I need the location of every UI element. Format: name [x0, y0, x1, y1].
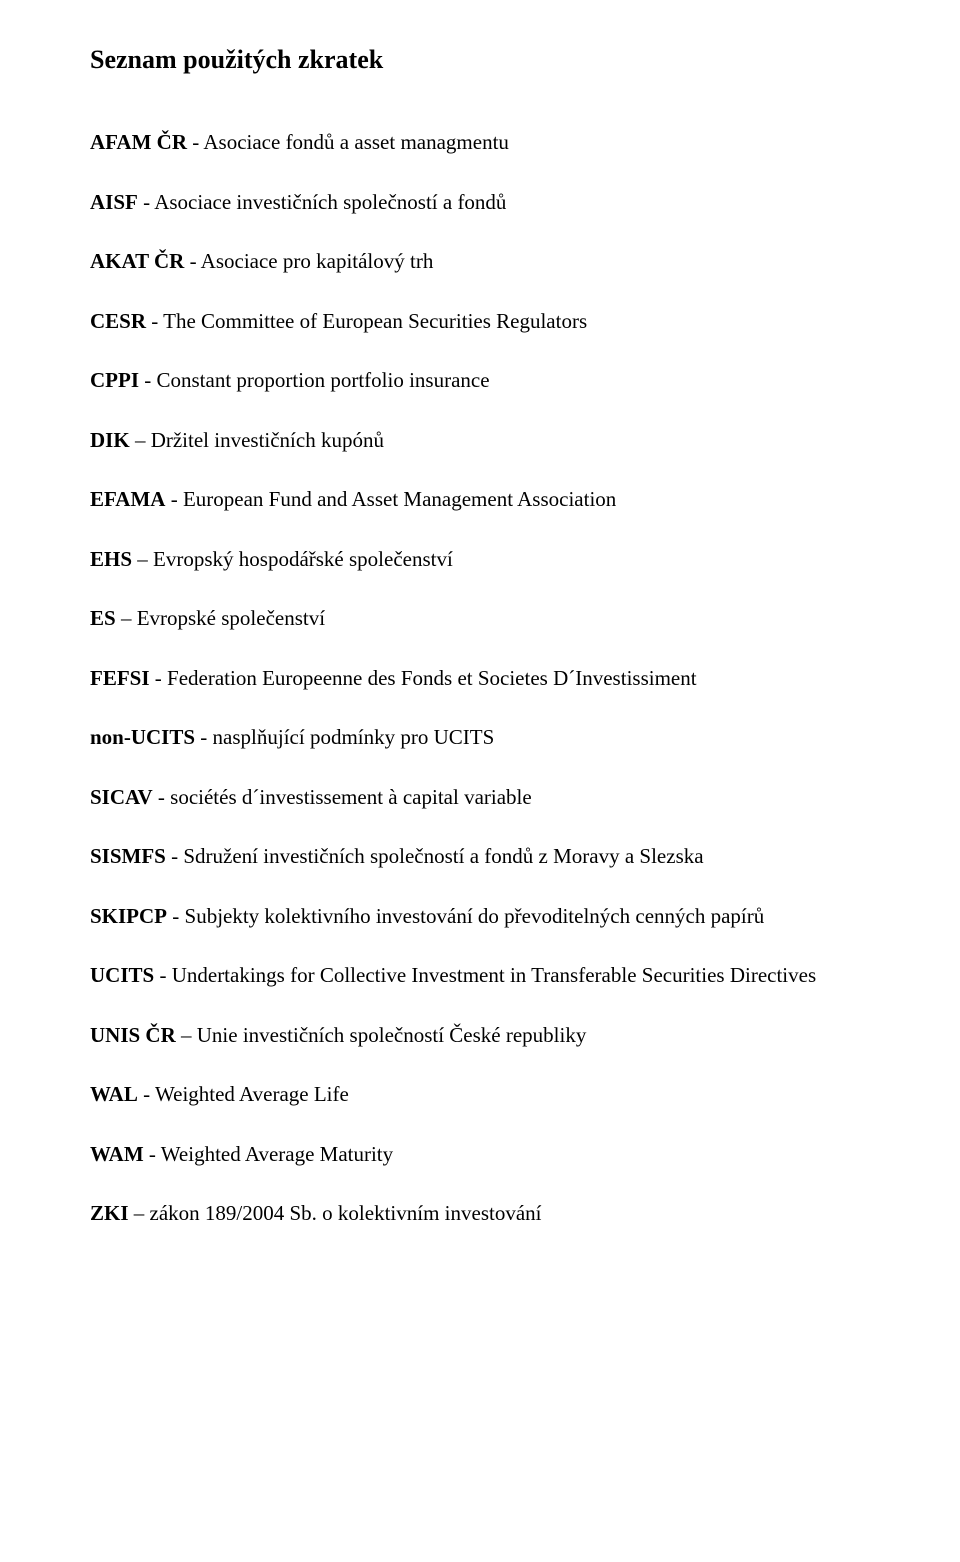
abbr-entry: UNIS ČR – Unie investičních společností … — [90, 1020, 870, 1052]
abbr-sep: - — [187, 130, 203, 154]
abbr-term: UCITS — [90, 963, 154, 987]
abbr-term: CESR — [90, 309, 146, 333]
abbr-term: WAM — [90, 1142, 144, 1166]
abbr-term: EFAMA — [90, 487, 165, 511]
abbr-desc: Evropské společenství — [137, 606, 325, 630]
abbr-desc: Federation Europeenne des Fonds et Socie… — [167, 666, 697, 690]
abbr-term: DIK — [90, 428, 130, 452]
abbr-entry: ZKI – zákon 189/2004 Sb. o kolektivním i… — [90, 1198, 870, 1230]
abbr-entry: WAM - Weighted Average Maturity — [90, 1139, 870, 1171]
abbr-term: AFAM ČR — [90, 130, 187, 154]
abbr-desc: Constant proportion portfolio insurance — [157, 368, 490, 392]
abbr-sep: - — [139, 368, 157, 392]
abbr-entry: AISF - Asociace investičních společností… — [90, 187, 870, 219]
page-title: Seznam použitých zkratek — [90, 40, 870, 79]
abbr-sep: - — [146, 309, 163, 333]
abbr-desc: Weighted Average Maturity — [161, 1142, 393, 1166]
abbr-entry: non-UCITS - nasplňující podmínky pro UCI… — [90, 722, 870, 754]
abbr-term: SICAV — [90, 785, 153, 809]
abbr-desc: Asociace investičních společností a fond… — [154, 190, 506, 214]
abbr-term: CPPI — [90, 368, 139, 392]
abbr-sep: - — [154, 963, 172, 987]
abbr-desc: Sdružení investičních společností a fond… — [183, 844, 703, 868]
document-page: Seznam použitých zkratek AFAM ČR - Asoci… — [0, 0, 960, 1562]
abbr-sep: - — [144, 1142, 161, 1166]
abbr-sep: - — [150, 666, 168, 690]
abbr-entry: SISMFS - Sdružení investičních společnos… — [90, 841, 870, 873]
abbr-sep: - — [166, 844, 184, 868]
abbr-term: ES — [90, 606, 116, 630]
abbr-desc: Subjekty kolektivního investování do pře… — [185, 904, 765, 928]
abbr-term: ZKI — [90, 1201, 129, 1225]
abbr-desc: European Fund and Asset Management Assoc… — [183, 487, 616, 511]
abbr-entry: FEFSI - Federation Europeenne des Fonds … — [90, 663, 870, 695]
abbr-desc: Asociace pro kapitálový trh — [201, 249, 434, 273]
abbr-sep: – — [116, 606, 137, 630]
abbr-sep: – — [132, 547, 153, 571]
abbr-desc: nasplňující podmínky pro UCITS — [213, 725, 495, 749]
abbr-entry: EHS – Evropský hospodářské společenství — [90, 544, 870, 576]
abbr-desc: The Committee of European Securities Reg… — [163, 309, 587, 333]
abbr-entry: EFAMA - European Fund and Asset Manageme… — [90, 484, 870, 516]
abbr-term: AISF — [90, 190, 138, 214]
abbr-desc: zákon 189/2004 Sb. o kolektivním investo… — [150, 1201, 542, 1225]
abbr-entry: AFAM ČR - Asociace fondů a asset managme… — [90, 127, 870, 159]
abbr-sep: - — [153, 785, 171, 809]
abbr-entry: SKIPCP - Subjekty kolektivního investová… — [90, 901, 870, 933]
abbr-desc: Undertakings for Collective Investment i… — [172, 963, 816, 987]
abbr-sep: - — [138, 1082, 155, 1106]
abbr-entry: WAL - Weighted Average Life — [90, 1079, 870, 1111]
abbr-desc: Asociace fondů a asset managmentu — [203, 130, 509, 154]
abbr-entry: SICAV - sociétés d´investissement à capi… — [90, 782, 870, 814]
abbr-desc: sociétés d´investissement à capital vari… — [170, 785, 532, 809]
abbr-entry: AKAT ČR - Asociace pro kapitálový trh — [90, 246, 870, 278]
abbr-desc: Weighted Average Life — [155, 1082, 349, 1106]
abbr-entry: UCITS - Undertakings for Collective Inve… — [90, 960, 870, 992]
abbr-sep: - — [167, 904, 185, 928]
abbr-sep: - — [165, 487, 183, 511]
abbr-term: UNIS ČR — [90, 1023, 176, 1047]
abbr-entry: CPPI - Constant proportion portfolio ins… — [90, 365, 870, 397]
abbr-entry: ES – Evropské společenství — [90, 603, 870, 635]
abbr-sep: - — [184, 249, 200, 273]
abbr-sep: - — [195, 725, 213, 749]
abbr-term: SISMFS — [90, 844, 166, 868]
abbr-sep: – — [129, 1201, 150, 1225]
abbr-desc: Unie investičních společností České repu… — [197, 1023, 587, 1047]
abbr-term: FEFSI — [90, 666, 150, 690]
abbr-term: EHS — [90, 547, 132, 571]
abbr-term: SKIPCP — [90, 904, 167, 928]
abbr-sep: – — [130, 428, 151, 452]
abbr-term: non-UCITS — [90, 725, 195, 749]
abbr-entry: DIK – Držitel investičních kupónů — [90, 425, 870, 457]
abbr-sep: - — [138, 190, 154, 214]
abbr-desc: Držitel investičních kupónů — [151, 428, 384, 452]
abbr-desc: Evropský hospodářské společenství — [153, 547, 453, 571]
abbr-term: WAL — [90, 1082, 138, 1106]
abbr-sep: – — [176, 1023, 197, 1047]
abbr-term: AKAT ČR — [90, 249, 184, 273]
abbr-entry: CESR - The Committee of European Securit… — [90, 306, 870, 338]
